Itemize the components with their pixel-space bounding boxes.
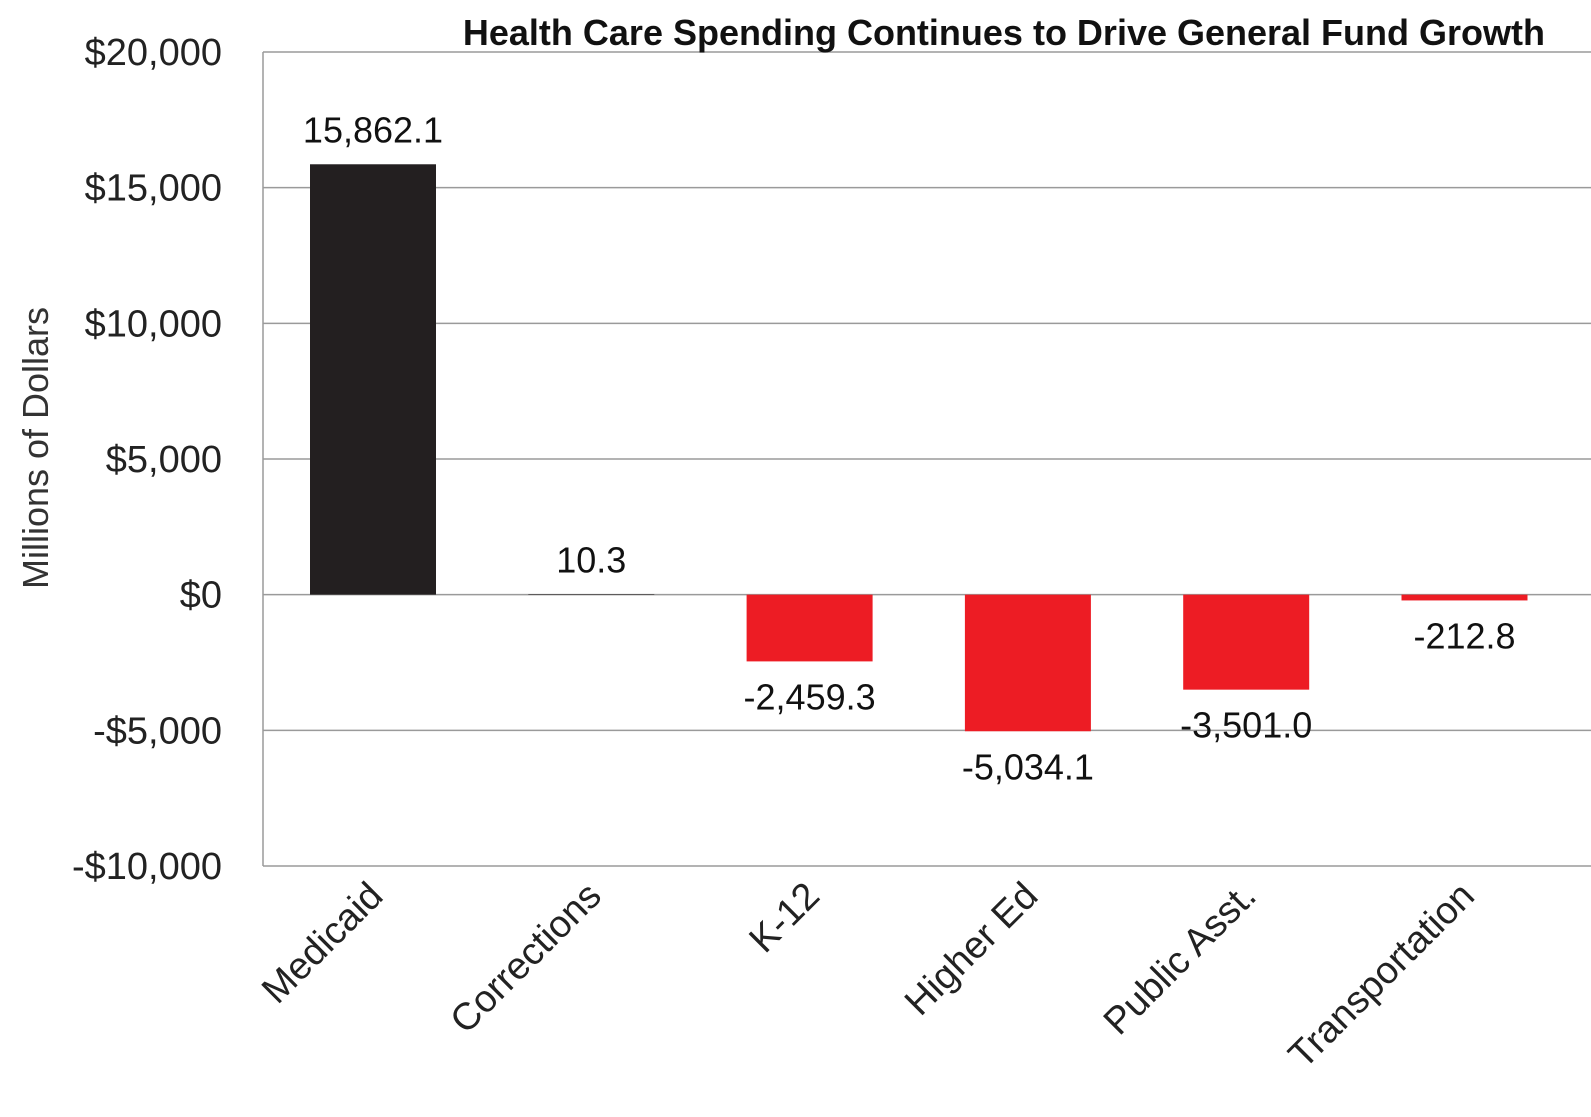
y-tick-label: $15,000	[85, 168, 222, 210]
bar-transportation	[1401, 594, 1528, 601]
data-label: 15,862.1	[303, 109, 443, 150]
data-label: -5,034.1	[962, 746, 1094, 787]
x-axis-categories: Medicaid Corrections K-12 Higher Ed Public A…	[254, 875, 1483, 1077]
data-label: -212.8	[1413, 615, 1515, 656]
bar-higher-ed	[964, 594, 1091, 732]
data-label: -3,501.0	[1180, 705, 1312, 746]
x-tick-label: Medicaid	[254, 875, 391, 1012]
x-tick-label: Public Asst.	[1096, 875, 1265, 1044]
bar-public-asst	[1183, 594, 1310, 690]
bar-medicaid	[310, 164, 436, 595]
gridlines	[262, 51, 1591, 867]
y-axis-title: Millions of Dollars	[15, 307, 56, 589]
bar-corrections	[528, 594, 655, 595]
data-label: -2,459.3	[744, 676, 876, 717]
data-labels: 15,862.1 10.3 -2,459.3 -5,034.1 -3,501.0 -212…	[303, 109, 1516, 787]
bars	[310, 164, 1528, 732]
y-tick-label: $5,000	[106, 439, 222, 481]
x-tick-label: Corrections	[443, 875, 610, 1042]
bar-k-12	[746, 594, 873, 662]
y-axis-ticks: $20,000 $15,000 $10,000 $5,000 $0 -$5,000 -$10…	[72, 32, 222, 888]
y-tick-label: -$5,000	[93, 710, 222, 752]
y-tick-label: $0	[180, 575, 222, 617]
y-tick-label: $10,000	[85, 303, 222, 345]
y-tick-label: -$10,000	[72, 846, 222, 888]
x-tick-label: Higher Ed	[897, 875, 1046, 1024]
x-tick-label: K-12	[741, 875, 827, 961]
chart-title: Health Care Spending Continues to Drive …	[463, 12, 1545, 53]
y-tick-label: $20,000	[85, 32, 222, 74]
x-tick-label: Transportation	[1281, 875, 1483, 1077]
data-label: 10.3	[556, 539, 626, 580]
